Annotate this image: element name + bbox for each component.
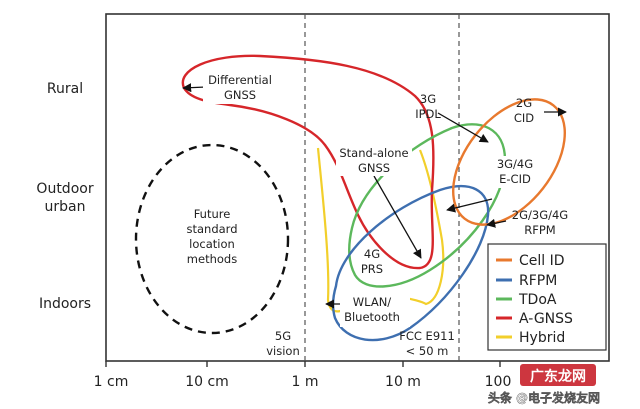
- arrow-ecid: [446, 198, 493, 213]
- x-tick-marks: [105, 361, 501, 367]
- tdoa-region: [348, 123, 507, 288]
- x-tick-label: 1 cm: [94, 374, 129, 390]
- label-bluetooth: Bluetooth: [344, 310, 400, 324]
- legend-box: [487, 243, 607, 351]
- label-future-4: methods: [187, 252, 237, 266]
- x-tick-label: 10 cm: [185, 374, 229, 390]
- label-rfpm-gens: 2G/3G/4G: [512, 208, 568, 222]
- label-standalone-gnss: GNSS: [358, 161, 390, 175]
- label-ipdl: IPDL: [415, 107, 441, 121]
- x-tick-label: 1 m: [292, 374, 319, 390]
- x-tick-label: 10 m: [385, 374, 421, 390]
- y-label-rural: Rural: [47, 81, 83, 97]
- legend-label: Hybrid: [519, 330, 565, 346]
- arrow-ipdl: [437, 112, 489, 143]
- rfpm-region: [332, 185, 490, 342]
- label-2g-cid: 2G: [516, 96, 532, 110]
- arrow-standalone: [373, 175, 422, 259]
- watermark: 广东龙网 头条 @电子发烧友网: [488, 364, 600, 405]
- x-tick-label: 100: [485, 374, 512, 390]
- pointer-arrows: [182, 83, 567, 309]
- label-future-2: standard: [186, 222, 237, 236]
- annotation-labels: Differential GNSS Stand-alone GNSS 3G IP…: [186, 70, 568, 358]
- arrow-rfpm: [486, 218, 507, 228]
- label-4g-prs: 4G: [364, 247, 380, 261]
- watermark-badge: [520, 364, 596, 386]
- label-3g-ipdl: 3G: [420, 92, 436, 106]
- label-differential-gnss: GNSS: [224, 88, 256, 102]
- arrow-differential: [182, 83, 207, 93]
- legend-label: RFPM: [519, 273, 557, 289]
- label-3g4g-ecid: 3G/4G: [497, 157, 533, 171]
- label-fcc-range: < 50 m: [406, 344, 449, 358]
- y-label-outdoor: Outdoor: [36, 181, 93, 197]
- label-ecid: E-CID: [499, 172, 531, 186]
- label-5g: 5G: [275, 329, 291, 343]
- a-gnss-region: [181, 54, 435, 270]
- label-future-3: location: [189, 237, 235, 251]
- label-standalone: Stand-alone: [339, 146, 408, 160]
- label-cid: CID: [514, 111, 534, 125]
- future-methods-region: [134, 143, 290, 335]
- label-wlan: WLAN/: [353, 295, 392, 309]
- label-differential: Differential: [208, 73, 272, 87]
- label-prs: PRS: [361, 262, 383, 276]
- label-vision: vision: [266, 344, 300, 358]
- label-rfpm: RFPM: [524, 223, 555, 237]
- plot-frame: [105, 13, 610, 362]
- watermark-badge-text: 广东龙网: [530, 368, 586, 385]
- legend-label: A-GNSS: [519, 311, 573, 327]
- watermark-text: 头条 @电子发烧友网: [488, 390, 600, 405]
- label-future-1: Future: [194, 207, 231, 221]
- legend-label: TDoA: [518, 292, 557, 308]
- cell-id-region: [452, 98, 566, 226]
- label-fcc: FCC E911: [399, 329, 455, 343]
- y-label-indoors: Indoors: [39, 296, 91, 312]
- y-label-urban: urban: [45, 199, 86, 215]
- legend-label: Cell ID: [519, 253, 565, 269]
- legend: Cell ID RFPM TDoA A-GNSS Hybrid: [487, 243, 607, 351]
